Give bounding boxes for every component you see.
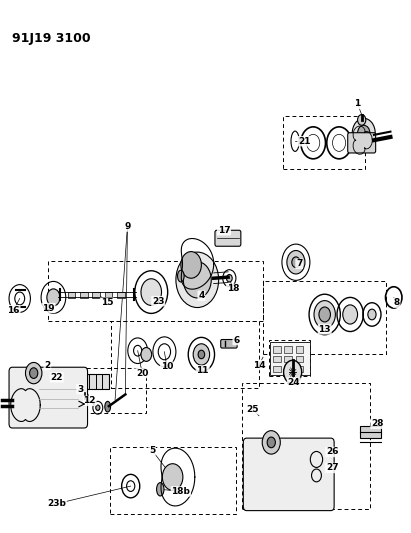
FancyBboxPatch shape [348,133,376,153]
Circle shape [287,251,305,274]
Text: 4: 4 [198,292,205,300]
Text: 11: 11 [196,366,209,375]
FancyBboxPatch shape [243,438,334,511]
Circle shape [193,344,210,365]
Circle shape [96,405,100,410]
Text: 27: 27 [326,464,338,472]
Circle shape [198,350,205,359]
Text: 9: 9 [124,222,131,231]
Circle shape [141,279,162,305]
Circle shape [292,257,300,268]
Circle shape [267,437,275,448]
Bar [105,292,112,298]
Ellipse shape [82,393,89,405]
Bar [80,292,88,298]
Circle shape [30,368,38,378]
Text: 8: 8 [393,298,400,307]
Text: 20: 20 [136,369,148,377]
Bar [48,261,263,321]
FancyBboxPatch shape [9,367,88,428]
Bar [296,366,303,372]
Bar [284,346,292,353]
Bar [110,447,236,514]
Circle shape [343,305,358,324]
Circle shape [47,289,60,306]
Circle shape [352,118,375,148]
Text: 23b: 23b [47,499,66,508]
Text: 25: 25 [247,405,259,414]
Ellipse shape [105,401,111,412]
Circle shape [368,309,376,320]
Bar [296,356,303,362]
Text: 6: 6 [233,336,240,344]
Bar [117,292,125,298]
Text: 28: 28 [371,419,383,428]
Text: 24: 24 [288,378,300,387]
Bar [80,374,109,389]
Text: 13: 13 [319,325,331,334]
Text: 12: 12 [83,397,96,405]
Circle shape [284,360,302,384]
Ellipse shape [157,483,164,496]
Circle shape [183,262,211,298]
Text: 16: 16 [7,306,20,314]
Bar [111,321,259,388]
Bar [284,366,292,372]
Bar [242,383,370,509]
Bar [296,346,303,353]
Circle shape [319,307,330,322]
Bar [284,356,292,362]
Text: 1: 1 [354,100,361,108]
Circle shape [226,274,232,282]
Bar [63,368,146,413]
Circle shape [176,252,219,308]
Bar [273,356,281,362]
Circle shape [162,464,183,490]
Circle shape [25,362,42,384]
Circle shape [141,348,152,361]
Text: 18b: 18b [171,487,190,496]
Bar [273,346,281,353]
Bar [270,342,310,375]
Bar [269,340,310,376]
Text: 21: 21 [298,137,310,146]
Text: 2: 2 [44,361,51,369]
Text: 17: 17 [218,226,230,235]
Circle shape [314,301,335,328]
Text: 26: 26 [326,448,338,456]
Circle shape [181,252,201,278]
Ellipse shape [178,270,184,282]
Circle shape [358,115,366,125]
FancyBboxPatch shape [221,340,237,348]
Circle shape [358,125,370,141]
Text: 14: 14 [253,361,265,369]
Text: 22: 22 [51,373,63,382]
Text: 18: 18 [227,285,239,293]
Bar [68,292,75,298]
Text: 7: 7 [296,260,302,268]
Text: 3: 3 [77,385,83,393]
Text: 10: 10 [161,362,173,371]
Circle shape [262,431,280,454]
Bar [360,426,381,438]
Bar [283,116,365,169]
Text: 19: 19 [42,304,55,312]
Text: 15: 15 [101,298,113,307]
FancyBboxPatch shape [215,230,241,246]
Text: 5: 5 [149,446,155,455]
Bar [273,366,281,372]
Text: 23: 23 [152,297,164,305]
Bar [263,281,386,354]
Bar [92,292,100,298]
Text: 91J19 3100: 91J19 3100 [12,32,91,45]
